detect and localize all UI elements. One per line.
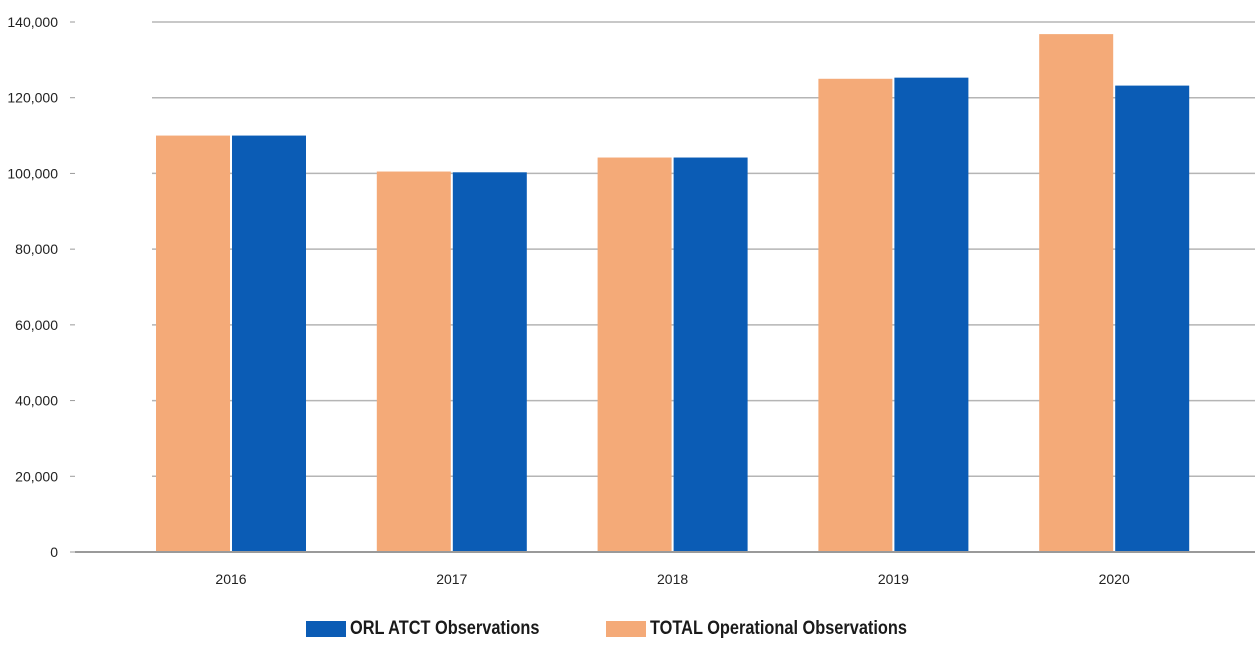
legend: ORL ATCT Observations TOTAL Operational … xyxy=(0,612,1255,646)
x-tick-label-2018: 2018 xyxy=(657,571,688,587)
bar-total-operational-observations-2016 xyxy=(156,135,230,553)
legend-label-orl-atct: ORL ATCT Observations xyxy=(349,618,540,639)
bar-total-operational-observations-2020 xyxy=(1039,34,1114,553)
x-tick-label-2017: 2017 xyxy=(436,571,467,587)
bar-total-operational-observations-2019 xyxy=(818,78,893,553)
legend-item-total-operational: TOTAL Operational Observations xyxy=(606,618,949,640)
legend-swatch-orl-atct xyxy=(305,621,346,637)
y-tick-label-7: 140,000 xyxy=(7,14,58,30)
y-tick-label-4: 80,000 xyxy=(15,241,58,257)
y-tick-label-0: 0 xyxy=(50,544,58,560)
legend-swatch-total-operational xyxy=(606,621,647,637)
bar-total-operational-observations-2018 xyxy=(597,157,672,552)
y-tick-label-2: 40,000 xyxy=(15,393,58,409)
y-tick-label-5: 100,000 xyxy=(7,165,58,181)
x-tick-label-2020: 2020 xyxy=(1099,571,1130,587)
legend-item-orl-atct: ORL ATCT Observations xyxy=(305,618,570,640)
y-tick-label-3: 60,000 xyxy=(15,317,58,333)
bar-orl-atct-observations-2016 xyxy=(232,135,306,553)
y-tick-label-1: 20,000 xyxy=(15,468,58,484)
bar-orl-atct-observations-2017 xyxy=(452,172,527,553)
x-axis-ticks: 2016 2017 2018 2019 2020 xyxy=(215,571,1130,587)
y-tick-label-6: 120,000 xyxy=(7,90,58,106)
bar-orl-atct-observations-2019 xyxy=(894,77,969,553)
x-tick-label-2016: 2016 xyxy=(215,571,246,587)
bar-orl-atct-observations-2020 xyxy=(1115,85,1190,552)
bar-total-operational-observations-2017 xyxy=(376,171,451,553)
y-axis-ticks: 0 20,000 40,000 60,000 80,000 100,000 120,000 1… xyxy=(7,14,75,560)
bar-chart: 0 20,000 40,000 60,000 80,000 100,000 120,000 1… xyxy=(7,14,1255,587)
bars xyxy=(156,34,1190,553)
bar-orl-atct-observations-2018 xyxy=(673,157,748,552)
x-tick-label-2019: 2019 xyxy=(878,571,909,587)
legend-label-total-operational: TOTAL Operational Observations xyxy=(650,618,908,639)
